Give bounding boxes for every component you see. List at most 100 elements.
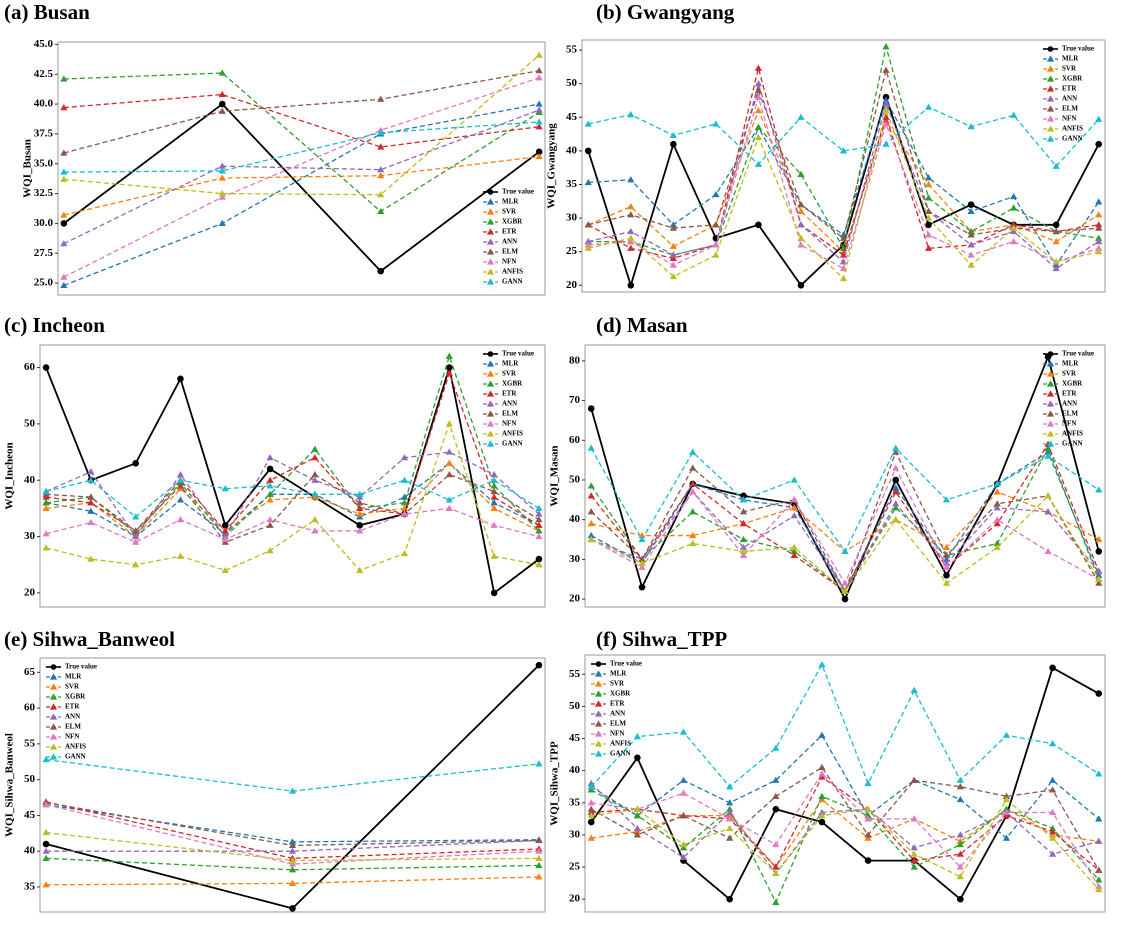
y-tick-label: 55 (24, 737, 36, 749)
marker (132, 513, 140, 520)
marker (60, 220, 68, 227)
y-tick-label: 35 (566, 178, 578, 190)
legend-marker (1046, 95, 1055, 102)
legend-marker (1046, 400, 1055, 407)
marker (266, 521, 274, 528)
marker (839, 231, 848, 238)
marker (797, 234, 805, 241)
y-tick-label: 30.0 (34, 217, 54, 229)
panel: (d) Masan WQI_Masan 20 30 40 50 60 70 80 True val… (549, 313, 1106, 608)
marker (627, 227, 635, 235)
marker (910, 815, 918, 822)
series-line (63, 103, 540, 287)
series-line (590, 789, 1100, 904)
marker (882, 96, 890, 104)
marker (535, 561, 543, 568)
marker (943, 571, 950, 579)
marker (221, 535, 229, 542)
legend: True value MLR SVR XGBR ETR ANN ELM NFN ANFIS GAN… (46, 663, 97, 761)
marker (956, 850, 964, 857)
marker (288, 856, 297, 864)
marker (535, 661, 543, 669)
marker (1095, 575, 1103, 582)
marker (841, 579, 849, 586)
legend-marker (594, 740, 603, 747)
marker (356, 504, 364, 511)
plot-frame (581, 39, 1106, 293)
marker (726, 783, 734, 790)
marker (132, 460, 139, 467)
marker (924, 231, 933, 238)
legend-marker (594, 720, 603, 727)
marker (669, 224, 677, 231)
marker (882, 113, 890, 120)
legend-label: ELM (502, 248, 518, 256)
marker (42, 544, 50, 551)
marker (1010, 111, 1018, 118)
marker (790, 547, 798, 555)
legend-marker (594, 730, 603, 737)
marker (726, 808, 734, 816)
y-tick-label: 30 (569, 553, 581, 565)
marker (221, 485, 229, 492)
marker (584, 241, 592, 248)
marker (679, 789, 688, 796)
marker (535, 510, 543, 517)
y-tick-label: 70 (569, 394, 581, 406)
series-line (590, 783, 1099, 875)
marker (584, 147, 592, 155)
marker (797, 221, 805, 228)
y-tick-label: 25.0 (34, 277, 54, 289)
y-tick-label: 65 (24, 666, 36, 678)
marker (1095, 882, 1103, 889)
marker (993, 488, 1001, 495)
marker (818, 661, 826, 668)
marker (1002, 731, 1011, 738)
legend-marker (486, 198, 495, 205)
marker (925, 221, 932, 229)
marker (176, 482, 185, 489)
marker (754, 64, 763, 71)
y-tick-label: 32.5 (34, 187, 54, 199)
marker (726, 895, 733, 903)
marker (587, 492, 595, 499)
marker (587, 834, 595, 841)
marker (1095, 690, 1103, 697)
y-axis-label: WQI_Sihwa_Banweol (4, 733, 16, 837)
marker (535, 152, 543, 160)
marker (679, 853, 688, 860)
series-line (590, 446, 1100, 593)
marker (42, 530, 50, 537)
y-tick-label: 45 (569, 732, 581, 744)
legend-label: ELM (65, 723, 81, 731)
marker (797, 201, 805, 208)
legend-label: MLR (502, 198, 519, 206)
legend-label: ELM (502, 410, 518, 418)
marker (772, 898, 780, 905)
legend-label: ANN (1062, 95, 1077, 103)
legend-marker (594, 670, 603, 677)
marker (956, 873, 964, 880)
legend-marker (486, 268, 495, 275)
y-tick-label: 60 (569, 434, 581, 446)
marker (967, 251, 975, 258)
marker (42, 854, 50, 861)
marker (910, 686, 918, 693)
marker (218, 107, 226, 114)
marker (535, 873, 543, 880)
legend-label: ELM (1062, 105, 1078, 113)
series-line (591, 490, 1100, 593)
y-tick-label: 50 (24, 417, 36, 429)
legend-marker (486, 430, 495, 437)
marker (754, 80, 763, 87)
y-tick-label: 60 (24, 702, 36, 714)
marker (967, 227, 975, 235)
legend-marker (594, 690, 603, 697)
legend-label: GANN (65, 753, 86, 761)
marker (356, 490, 364, 497)
marker (490, 504, 498, 511)
marker (60, 168, 68, 175)
marker (633, 805, 641, 812)
